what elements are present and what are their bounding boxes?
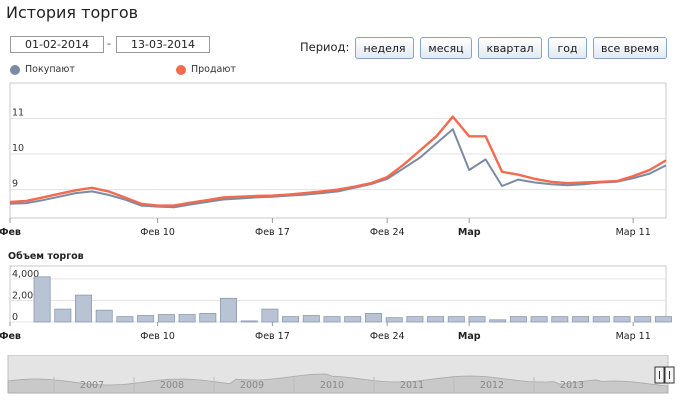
- volume-bar: [33, 276, 51, 323]
- range-navigator[interactable]: 2007 2008 2009 2010 2011 2012 2013: [0, 355, 680, 400]
- navigator-year-label: 2007: [80, 380, 104, 391]
- navigator-year-label: 2011: [400, 380, 424, 391]
- volume-bar: [178, 314, 196, 323]
- volume-bar: [157, 314, 175, 323]
- volume-bar: [551, 316, 569, 323]
- volume-bar: [219, 297, 237, 323]
- price-y-tick-label: 10: [12, 143, 24, 154]
- volume-plot-area: [9, 265, 667, 323]
- page-title: История торгов: [6, 3, 139, 22]
- volume-bar: [137, 315, 155, 323]
- volume-x-tick-label: Фев 24: [370, 331, 405, 342]
- period-quarter-button[interactable]: квартал: [478, 37, 542, 59]
- volume-bar: [323, 316, 341, 323]
- volume-bar: [406, 316, 424, 323]
- volume-bar: [364, 313, 382, 323]
- legend-sell-dot: [176, 64, 186, 75]
- volume-x-tick-label: Фев: [0, 331, 21, 342]
- volume-bar: [447, 316, 465, 323]
- volume-x-tick-label: Мар: [458, 331, 481, 342]
- volume-y-tick-label: 4,000: [12, 269, 39, 280]
- volume-y-tick-label: 0: [12, 312, 18, 323]
- navigator-year-label: 2010: [320, 380, 344, 391]
- price-x-tick-label: Фев: [0, 227, 21, 238]
- navigator-area: [7, 373, 669, 394]
- period-label: Период:: [300, 40, 350, 54]
- legend-sell-label: Продают: [191, 64, 236, 75]
- date-to-input[interactable]: [116, 36, 210, 53]
- volume-x-tick-label: Фев 17: [255, 331, 290, 342]
- volume-chart[interactable]: 0 2,000 4,000 Фев Фев 10 Фев 17 Фев 24 Мар Мар 1…: [0, 262, 680, 346]
- legend-buy-dot: [10, 64, 20, 75]
- volume-bar: [116, 316, 134, 323]
- volume-bar: [592, 316, 610, 323]
- date-from-input[interactable]: [10, 36, 104, 53]
- volume-bar: [282, 316, 300, 323]
- period-week-button[interactable]: неделя: [355, 37, 414, 59]
- volume-bar: [468, 316, 486, 323]
- legend-buy-label: Покупают: [25, 64, 75, 75]
- volume-title: Объем торгов: [8, 251, 84, 262]
- volume-bar: [489, 319, 507, 323]
- period-month-button[interactable]: месяц: [420, 37, 472, 59]
- volume-bar: [344, 316, 362, 323]
- volume-bar: [572, 316, 590, 323]
- navigator-year-label: 2009: [240, 380, 264, 391]
- sell-series-line: [9, 115, 667, 207]
- volume-bar: [95, 309, 113, 323]
- volume-bar: [385, 317, 403, 323]
- price-x-tick-label: Мар: [458, 227, 481, 238]
- legend-sell[interactable]: Продают: [176, 64, 236, 75]
- price-x-tick-label: Фев 24: [370, 227, 405, 238]
- volume-bar: [427, 316, 445, 323]
- volume-bar: [199, 313, 217, 323]
- navigator-year-label: 2008: [160, 380, 184, 391]
- buy-series-line: [9, 128, 667, 209]
- price-chart[interactable]: 9 10 11 Фев Фев 10 Фев 17 Фев 24 Мар Мар 11: [0, 78, 680, 248]
- price-x-tick-label: Фев 10: [140, 227, 175, 238]
- volume-bar: [530, 316, 548, 323]
- date-range-separator: -: [107, 37, 111, 50]
- price-x-tick-label: Фев 17: [255, 227, 290, 238]
- period-year-button[interactable]: год: [548, 37, 587, 59]
- volume-bar: [654, 316, 672, 323]
- volume-bar: [634, 316, 652, 323]
- volume-bar: [509, 316, 527, 323]
- volume-bar: [302, 315, 320, 323]
- price-y-tick-label: 11: [12, 108, 24, 119]
- navigator-year-label: 2013: [560, 380, 584, 391]
- volume-x-tick-label: Мар 11: [616, 331, 651, 342]
- volume-y-tick-label: 2,000: [12, 290, 39, 301]
- volume-x-tick-label: Фев 10: [140, 331, 175, 342]
- price-y-tick-label: 9: [12, 179, 18, 190]
- volume-bar: [75, 294, 93, 323]
- price-x-tick-label: Мар 11: [616, 227, 651, 238]
- period-all-time-button[interactable]: все время: [593, 37, 667, 59]
- legend-buy[interactable]: Покупают: [10, 64, 75, 75]
- volume-bar: [261, 308, 279, 323]
- volume-bar: [54, 308, 72, 323]
- volume-bar: [613, 316, 631, 323]
- price-plot-area: [9, 82, 667, 219]
- navigator-year-label: 2012: [480, 380, 504, 391]
- volume-bar: [240, 320, 258, 323]
